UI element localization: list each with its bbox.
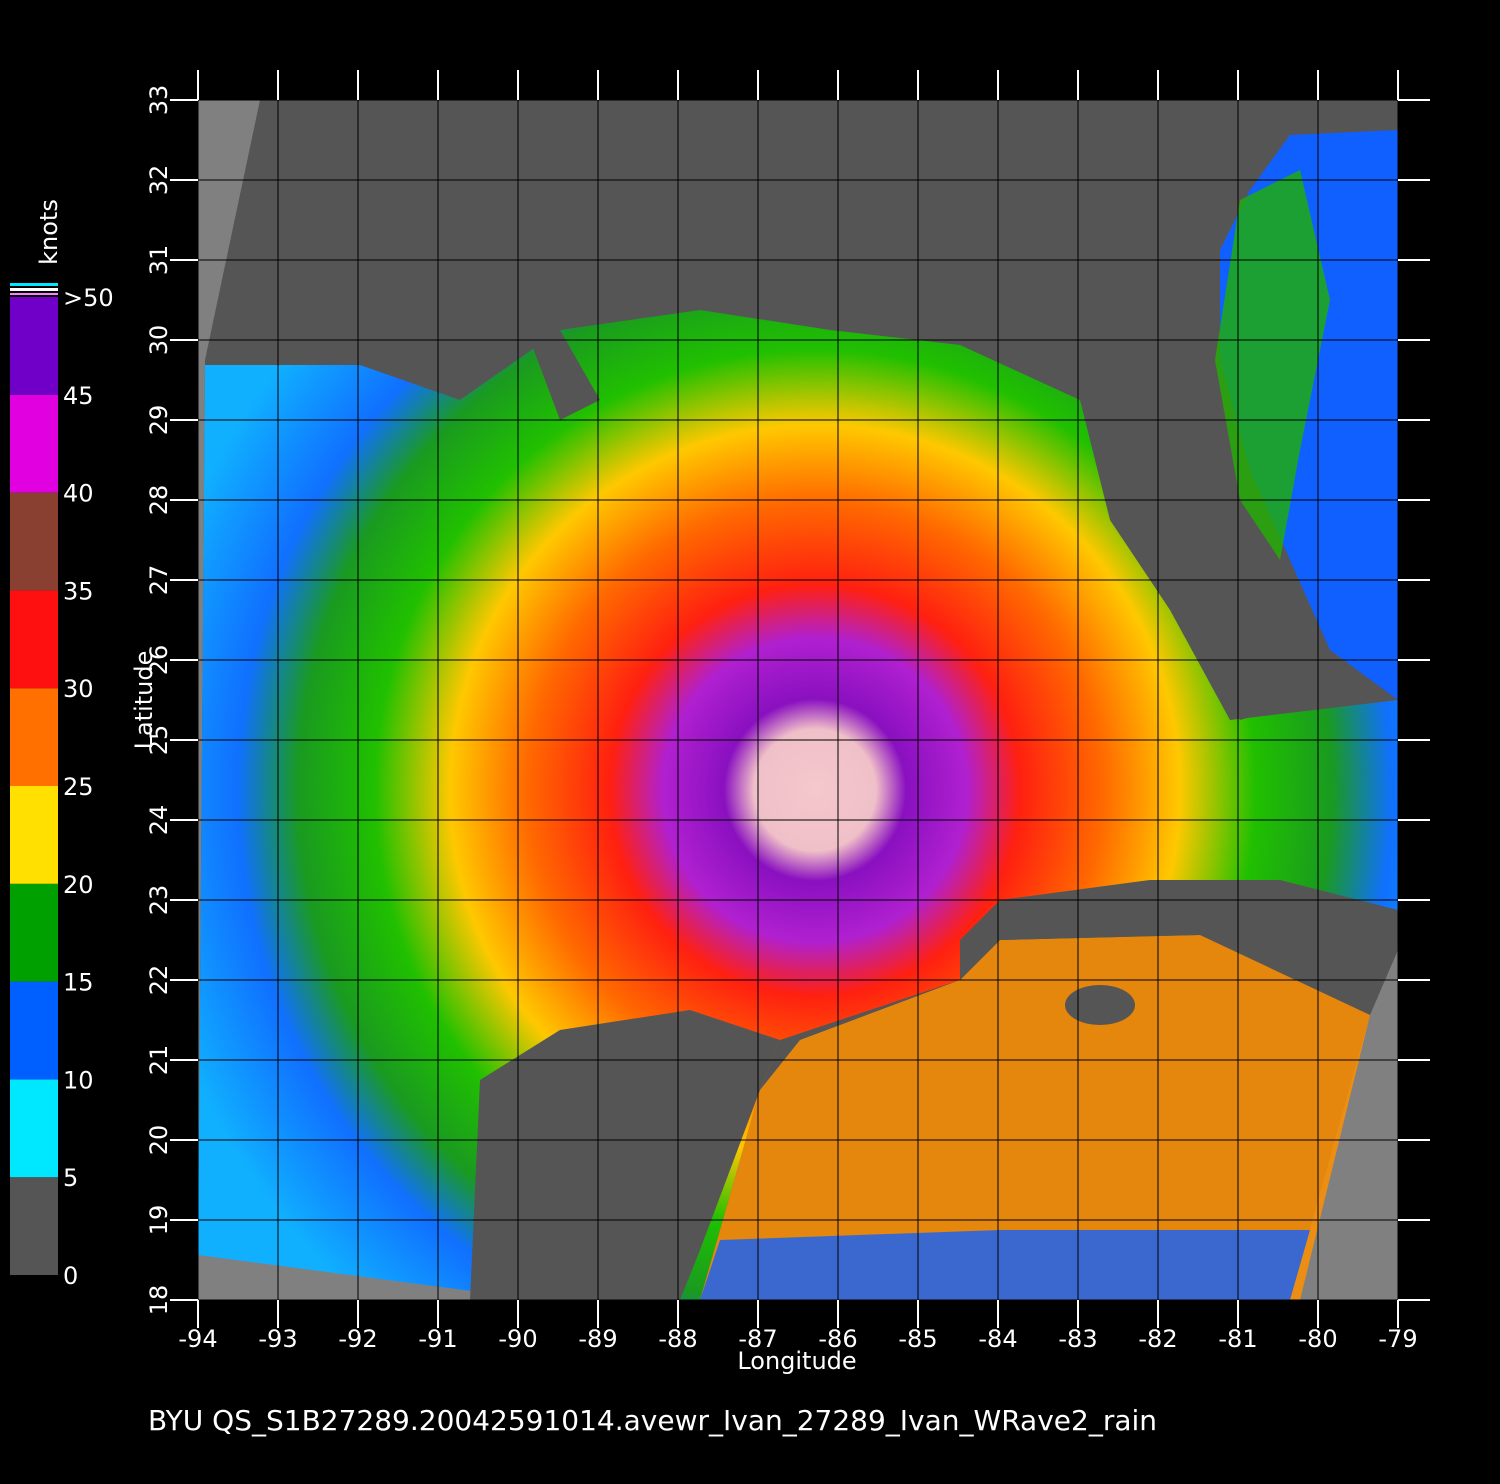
colorbar-segment: [10, 1177, 58, 1275]
colorbar-segment: [10, 1079, 58, 1178]
colorbar-segment: [10, 297, 58, 395]
y-tick-label: 29: [145, 405, 173, 436]
colorbar-segment: [10, 883, 58, 982]
grid: [197, 99, 1399, 1301]
x-axis-label: Longitude: [737, 1347, 856, 1375]
colorbar-segment: [10, 590, 58, 689]
map-field: [198, 100, 1398, 1300]
y-tick-label: 21: [145, 1045, 173, 1076]
y-tick-label: 20: [145, 1125, 173, 1156]
y-tick-label: 30: [145, 325, 173, 356]
x-tick-label: -90: [498, 1325, 537, 1353]
land: [1065, 985, 1135, 1025]
land: [470, 1010, 780, 1300]
colorbar-tick-label: >50: [63, 284, 114, 312]
plot-frame: [197, 99, 1399, 1301]
y-tick-label: 32: [145, 165, 173, 196]
colorbar-segment: [10, 786, 58, 884]
y-tick-label: 22: [145, 965, 173, 996]
colorbar-tick-label: 45: [63, 382, 94, 410]
x-tick-label: -92: [338, 1325, 377, 1353]
swath-edge: [198, 100, 260, 1250]
footer-title: BYU QS_S1B27289.20042591014.avewr_Ivan_2…: [148, 1404, 1157, 1437]
colorbar-tick-label: 15: [63, 969, 94, 997]
x-tick-label: -86: [818, 1325, 857, 1353]
colorbar-segment: [10, 492, 58, 591]
land: [960, 880, 1398, 980]
colorbar-tick-label: 35: [63, 577, 94, 605]
colorbar-cap: [10, 293, 58, 295]
y-tick-label: 24: [145, 805, 173, 836]
colorbar-tick-label: 20: [63, 871, 94, 899]
x-tick-label: -93: [258, 1325, 297, 1353]
x-tick-label: -80: [1298, 1325, 1337, 1353]
y-axis-label: Latitude: [130, 651, 158, 750]
colorbar-cap: [10, 283, 58, 286]
colorbar-cap: [10, 288, 58, 291]
x-tick-label: -87: [738, 1325, 777, 1353]
y-tick-label: 27: [145, 565, 173, 596]
colorbar-segment: [10, 688, 58, 786]
x-tick-label: -85: [898, 1325, 937, 1353]
colorbar-segment: [10, 394, 58, 493]
colorbar-tick-label: 5: [63, 1164, 78, 1192]
wind-field: [198, 310, 1398, 1300]
colorbar-tick-label: 30: [63, 675, 94, 703]
land: [530, 330, 600, 420]
x-tick-label: -89: [578, 1325, 617, 1353]
colorbar-tick-label: 40: [63, 480, 94, 508]
y-tick-label: 31: [145, 245, 173, 276]
colorbar-segment: [10, 981, 58, 1080]
x-tick-label: -91: [418, 1325, 457, 1353]
colorbar-tick-label: 25: [63, 773, 94, 801]
y-tick-label: 33: [145, 85, 173, 116]
x-tick-label: -81: [1218, 1325, 1257, 1353]
y-tick-label: 28: [145, 485, 173, 516]
x-tick-label: -83: [1058, 1325, 1097, 1353]
y-tick-label: 23: [145, 885, 173, 916]
wind-field: [1215, 170, 1330, 560]
x-tick-label: -79: [1378, 1325, 1417, 1353]
wind-field: [700, 1230, 1310, 1300]
x-tick-label: -82: [1138, 1325, 1177, 1353]
y-tick-label: 19: [145, 1205, 173, 1236]
y-tick-label: 25: [145, 725, 173, 756]
land: [1100, 400, 1310, 720]
x-tick-label: -88: [658, 1325, 697, 1353]
y-tick-label: 26: [145, 645, 173, 676]
x-tick-label: -84: [978, 1325, 1017, 1353]
y-tick-label: 18: [145, 1285, 173, 1316]
colorbar-tick-label: 0: [63, 1262, 78, 1290]
colorbar-tick-label: 10: [63, 1066, 94, 1094]
x-tick-label: -94: [178, 1325, 217, 1353]
colorbar-label: knots: [35, 199, 63, 265]
wind-field: [700, 935, 1370, 1300]
